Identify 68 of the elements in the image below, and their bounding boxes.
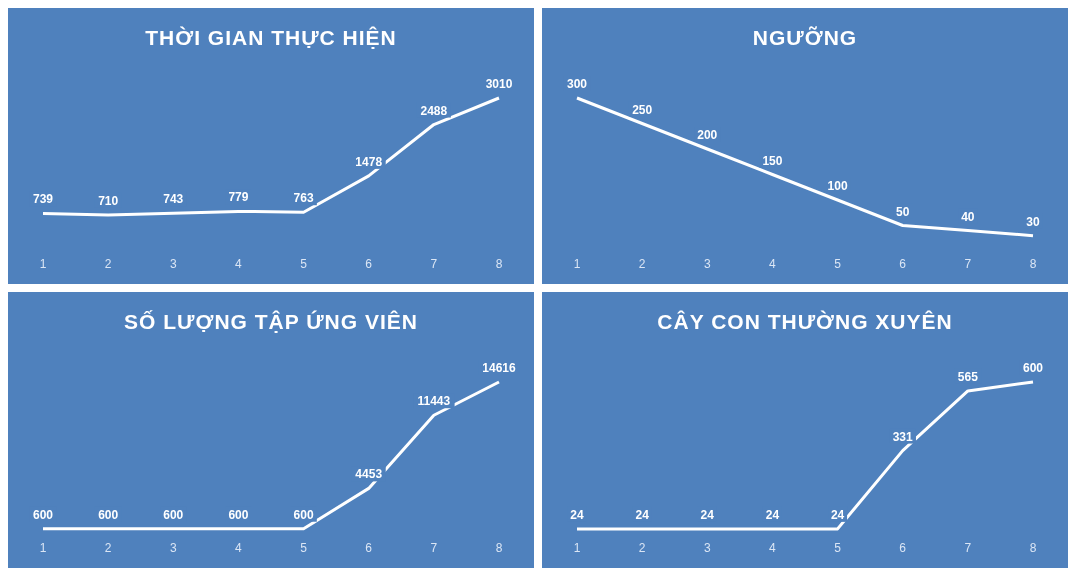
data-label: 2488 bbox=[420, 103, 448, 118]
data-label: 600 bbox=[228, 507, 249, 522]
data-label: 24 bbox=[570, 507, 584, 522]
x-tick-label: 4 bbox=[769, 256, 777, 271]
x-tick-label: 6 bbox=[365, 540, 373, 555]
x-tick-label: 1 bbox=[573, 256, 581, 271]
data-label: 150 bbox=[762, 153, 783, 168]
x-tick-label: 2 bbox=[638, 540, 646, 555]
data-label: 600 bbox=[163, 507, 184, 522]
data-label: 200 bbox=[697, 128, 718, 142]
x-tick-label: 1 bbox=[39, 256, 47, 271]
data-label: 3010 bbox=[485, 77, 513, 91]
x-tick-label: 8 bbox=[1029, 540, 1037, 555]
data-label: 14616 bbox=[482, 361, 517, 375]
data-label: 331 bbox=[892, 429, 914, 444]
data-label: 250 bbox=[632, 102, 653, 117]
x-tick-label: 1 bbox=[573, 540, 581, 555]
data-label: 739 bbox=[32, 192, 54, 207]
data-label: 4453 bbox=[355, 467, 383, 482]
x-tick-label: 7 bbox=[964, 256, 972, 271]
x-tick-label: 5 bbox=[300, 256, 308, 271]
x-tick-label: 2 bbox=[104, 540, 112, 555]
x-tick-label: 8 bbox=[495, 540, 503, 555]
data-label: 11443 bbox=[417, 394, 451, 409]
x-tick-label: 5 bbox=[834, 540, 842, 555]
data-label: 710 bbox=[98, 193, 119, 208]
data-label: 30 bbox=[1026, 214, 1040, 229]
data-label: 565 bbox=[957, 369, 979, 384]
x-tick-label: 7 bbox=[430, 540, 438, 555]
chart-title: SỐ LƯỢNG TẬP ỨNG VIÊN bbox=[123, 310, 419, 334]
x-tick-label: 5 bbox=[834, 256, 842, 271]
chart-title: CÂY CON THƯỜNG XUYÊN bbox=[656, 310, 954, 334]
data-label: 50 bbox=[896, 204, 910, 219]
data-label: 24 bbox=[635, 507, 650, 522]
data-label: 600 bbox=[1022, 361, 1044, 375]
x-tick-label: 8 bbox=[495, 256, 503, 271]
data-label: 600 bbox=[293, 507, 314, 522]
x-tick-label: 1 bbox=[39, 540, 47, 555]
data-label: 40 bbox=[961, 209, 975, 224]
data-label: 24 bbox=[765, 507, 780, 522]
x-tick-label: 3 bbox=[169, 256, 177, 271]
data-label: 779 bbox=[228, 190, 249, 205]
data-label: 24 bbox=[830, 507, 845, 522]
x-tick-label: 4 bbox=[769, 540, 777, 555]
x-tick-label: 7 bbox=[964, 540, 972, 555]
data-label: 600 bbox=[98, 507, 119, 522]
data-label: 1478 bbox=[355, 154, 383, 169]
x-tick-label: 5 bbox=[300, 540, 308, 555]
x-tick-label: 4 bbox=[235, 256, 243, 271]
chart-title: NGƯỠNG bbox=[751, 26, 859, 50]
x-tick-label: 3 bbox=[703, 540, 711, 555]
data-label: 100 bbox=[827, 179, 848, 193]
x-tick-label: 2 bbox=[104, 256, 112, 271]
x-tick-label: 4 bbox=[235, 540, 243, 555]
data-label: 24 bbox=[700, 507, 715, 522]
x-tick-label: 2 bbox=[638, 256, 646, 271]
x-tick-label: 7 bbox=[430, 256, 438, 271]
x-tick-label: 3 bbox=[169, 540, 177, 555]
x-tick-label: 6 bbox=[899, 256, 907, 271]
data-label: 743 bbox=[163, 192, 184, 207]
x-tick-label: 6 bbox=[899, 540, 907, 555]
data-label: 600 bbox=[32, 507, 54, 522]
x-tick-label: 6 bbox=[365, 256, 373, 271]
chart-title: THỜI GIAN THỰC HIỆN bbox=[144, 26, 398, 50]
x-tick-label: 8 bbox=[1029, 256, 1037, 271]
data-label: 763 bbox=[293, 191, 314, 206]
x-tick-label: 3 bbox=[703, 256, 711, 271]
data-label: 300 bbox=[566, 77, 588, 91]
